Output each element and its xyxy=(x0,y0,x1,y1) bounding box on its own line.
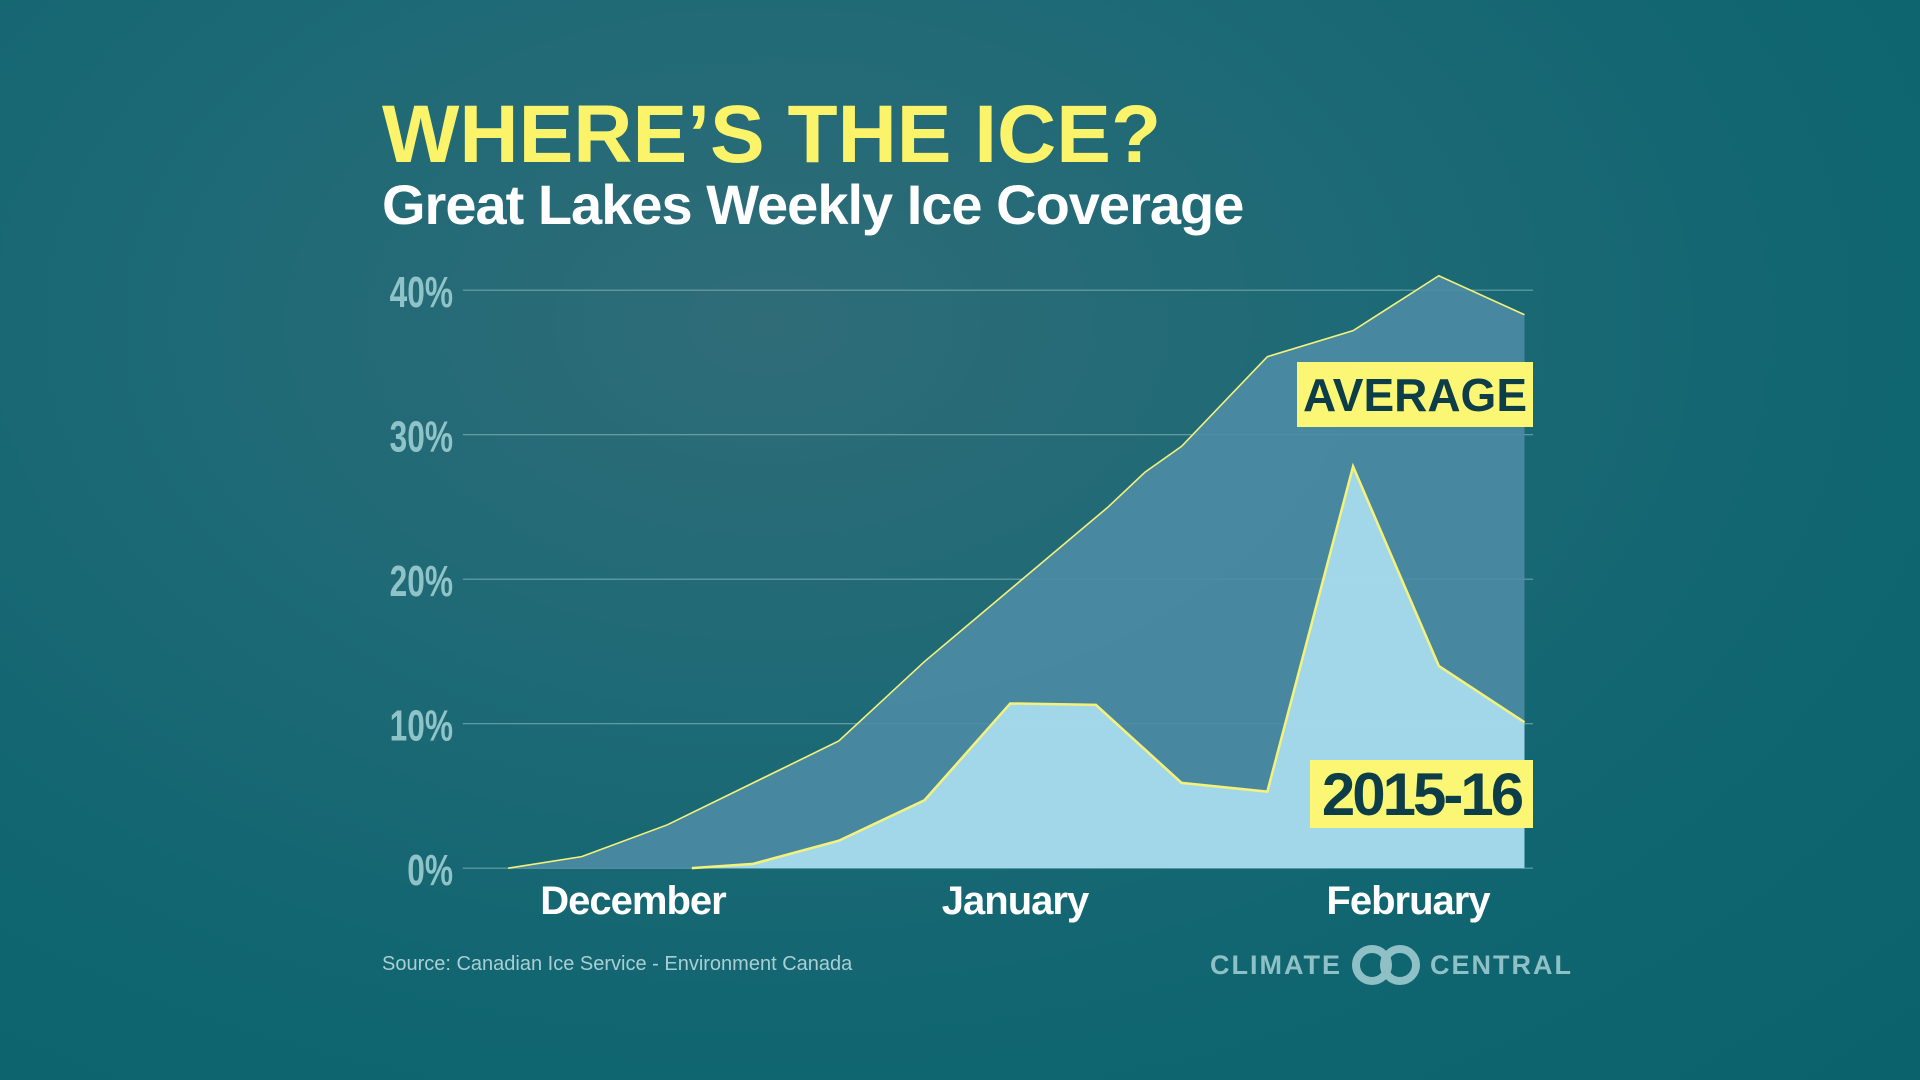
series-label-2015-16: 2015-16 xyxy=(1310,760,1533,828)
logo-text-left: CLIMATE xyxy=(1210,949,1342,980)
series-label-average: AVERAGE xyxy=(1297,362,1533,427)
x-tick-label: January xyxy=(942,879,1090,923)
y-tick-label: 0% xyxy=(407,846,453,895)
line-average xyxy=(508,274,1525,869)
y-tick-label: 20% xyxy=(390,557,453,606)
logo-text-right: CENTRAL xyxy=(1429,949,1573,980)
y-tick-label: 30% xyxy=(390,413,453,462)
x-axis-ticks: December January February xyxy=(540,879,1492,923)
chart-subtitle: Great Lakes Weekly Ice Coverage xyxy=(382,173,1244,236)
x-tick-label: February xyxy=(1326,879,1491,923)
climate-central-logo: CLIMATE CENTRAL xyxy=(1210,943,1573,987)
logo-rings-icon xyxy=(1350,943,1422,987)
y-tick-label: 10% xyxy=(390,702,453,751)
area-average xyxy=(508,275,1525,869)
chart-title: WHERE’S THE ICE? xyxy=(382,89,1162,180)
source-note: Source: Canadian Ice Service - Environme… xyxy=(382,953,853,975)
x-tick-label: December xyxy=(540,879,726,923)
y-tick-label: 40% xyxy=(390,268,453,317)
y-axis-ticks: 0% 10% 20% 30% 40% xyxy=(390,268,453,895)
